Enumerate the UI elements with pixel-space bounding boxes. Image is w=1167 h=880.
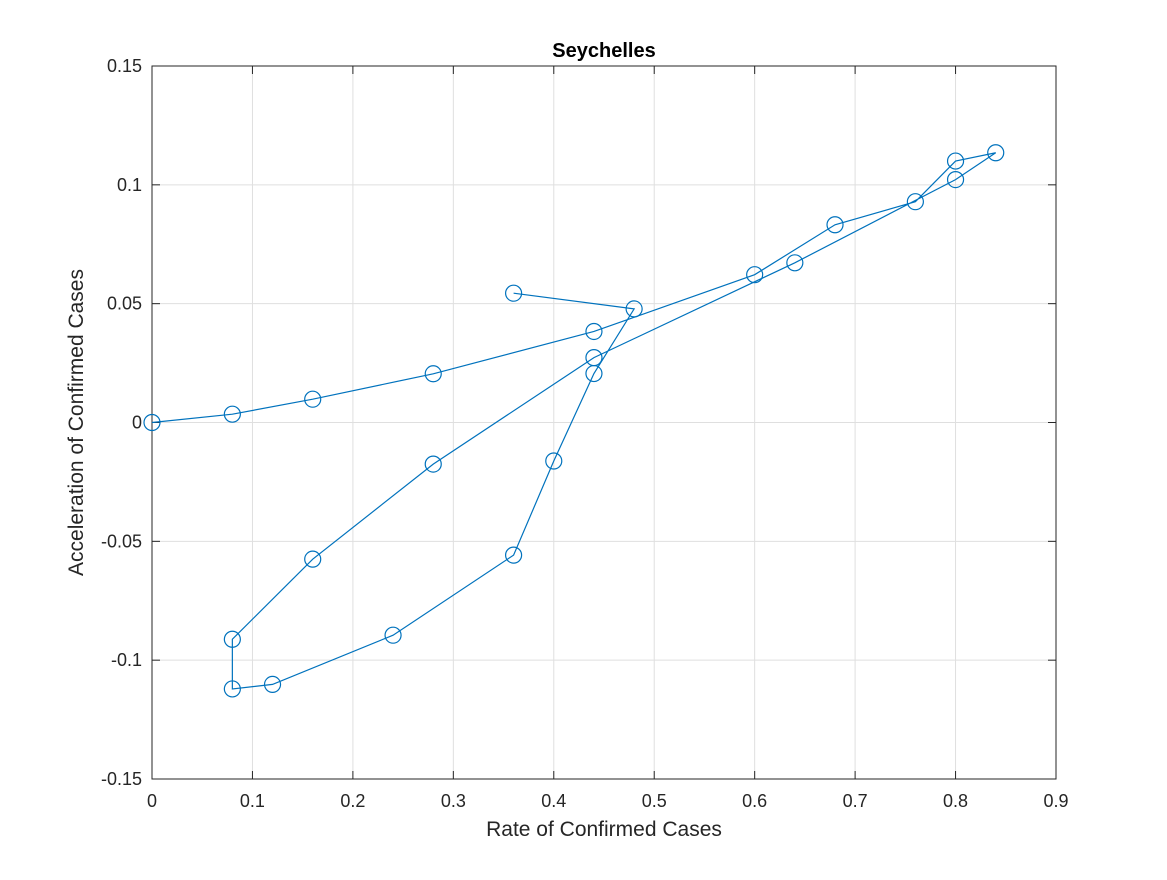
data-point-marker <box>223 405 241 423</box>
chart-title: Seychelles <box>552 40 655 62</box>
data-point-marker <box>223 680 241 698</box>
data-point-marker <box>585 322 603 341</box>
data-point-marker <box>906 193 924 211</box>
x-tick-label: 0.5 <box>642 791 667 811</box>
data-point-marker <box>424 455 442 473</box>
data-point-marker <box>746 266 764 284</box>
data-point-marker <box>384 626 402 644</box>
series-line <box>151 152 997 690</box>
data-point-marker <box>504 546 523 564</box>
data-point-marker <box>545 452 563 470</box>
data-point-marker <box>223 630 241 648</box>
x-tick-label: 0.1 <box>240 791 265 811</box>
x-tick-label: 0.6 <box>742 791 767 811</box>
grid-layer <box>151 65 1057 780</box>
data-point-marker <box>263 675 282 694</box>
x-tick-label: 0.3 <box>441 791 466 811</box>
data-point-marker <box>424 365 442 383</box>
x-axis-label: Rate of Confirmed Cases <box>486 818 722 841</box>
data-point-marker <box>625 300 643 318</box>
data-point-marker <box>946 171 965 189</box>
data-point-marker <box>504 284 523 302</box>
y-axis-label: Acceleration of Confirmed Cases <box>65 269 88 576</box>
ticks-layer: 0 0.1 0.2 0.3 0.4 0.5 0.6 0.7 0.8 0.9 -0.15 -0.1 -0.… <box>101 56 1069 811</box>
series-layer <box>143 144 1005 698</box>
data-point-marker <box>585 364 603 383</box>
y-tick-label: -0.05 <box>101 531 142 551</box>
y-tick-label: 0.1 <box>117 175 142 195</box>
x-tick-label: 0.7 <box>843 791 868 811</box>
data-point-marker <box>304 390 322 408</box>
x-tick-label: 0.2 <box>340 791 365 811</box>
x-tick-label: 0 <box>147 791 157 811</box>
x-tick-label: 0.8 <box>943 791 968 811</box>
y-tick-label: -0.15 <box>101 769 142 789</box>
x-tick-label: 0.4 <box>541 791 566 811</box>
data-point-marker <box>304 550 322 568</box>
x-tick-label: 0.9 <box>1043 791 1068 811</box>
y-tick-label: -0.1 <box>111 650 142 670</box>
data-point-marker <box>987 144 1005 162</box>
data-point-marker <box>826 216 844 234</box>
y-tick-label: 0 <box>132 413 142 433</box>
data-point-marker <box>786 254 804 272</box>
y-tick-label: 0.05 <box>107 294 142 314</box>
data-point-marker <box>946 152 965 170</box>
y-tick-label: 0.15 <box>107 56 142 76</box>
data-point-marker <box>143 413 161 432</box>
